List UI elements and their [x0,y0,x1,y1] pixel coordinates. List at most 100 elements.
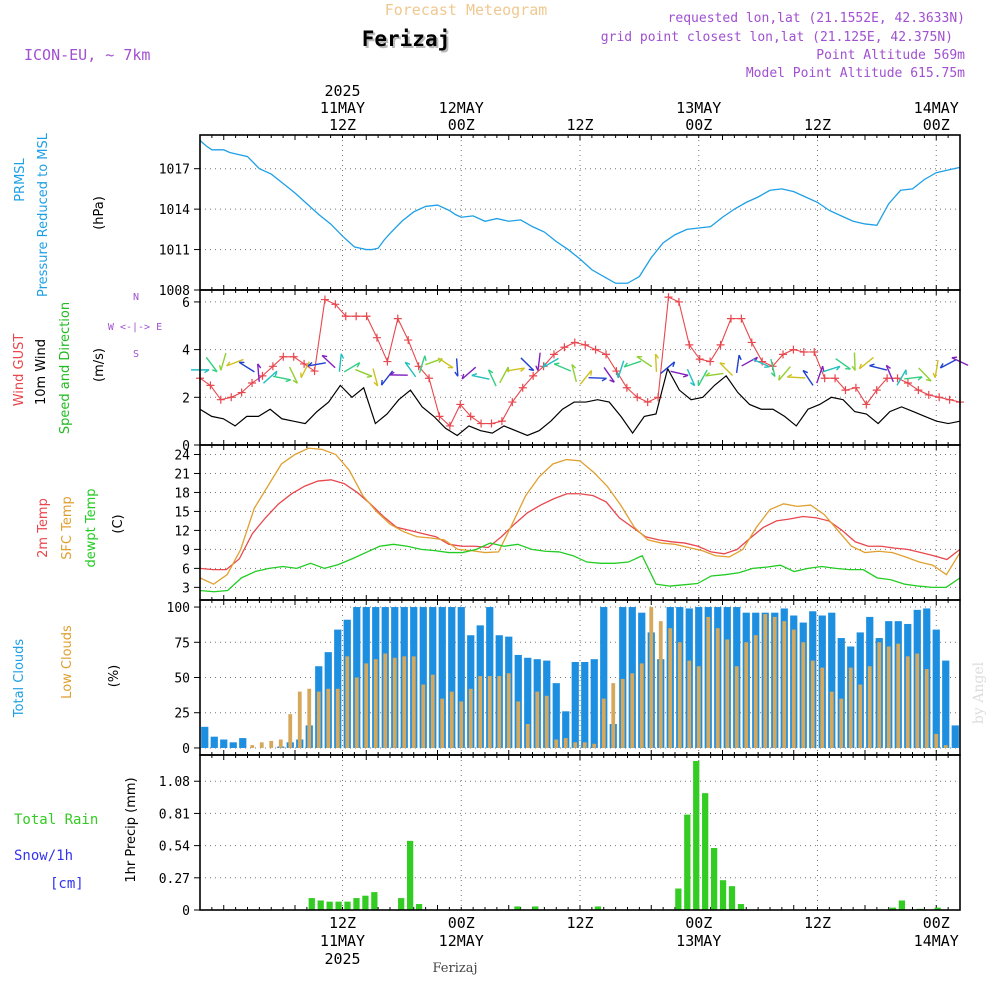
low-cloud-bar [820,667,825,748]
gust-marker [664,293,673,302]
top-time-label: 12Z [566,116,593,134]
total-cloud-bar [942,660,950,748]
panel-frame [199,134,961,291]
low-cloud-bar [487,676,492,748]
wind-direction-arrow [389,371,408,376]
low-cloud-bar [896,643,901,748]
low-cloud-bar [516,701,521,748]
low-cloud-bar [763,614,768,748]
compass-north: N [133,292,139,303]
prmsl-label: PRMSL [13,157,28,201]
gust-marker [456,400,465,409]
bottom-time-label: 13MAY [676,932,721,950]
wind-speed-line [199,367,961,437]
y-tick-label: 12 [174,524,190,539]
gust-marker [352,312,361,321]
wind-direction-arrow [256,363,262,382]
y-tick-label: 0 [182,904,190,919]
wind-direction-arrow [506,367,526,372]
y-tick-label: 9 [182,543,190,558]
low-cloud-bar [440,698,445,748]
low-cloud-bar [753,635,758,748]
wind-panel-labels: Wind GUST 10m Wind Speed and Direction (… [12,292,162,434]
gust-marker [799,348,808,356]
low-clouds-label: Low Clouds [60,625,75,699]
low-cloud-bar [943,745,948,748]
low-cloud-bar [677,642,682,748]
low-cloud-bar [307,688,312,748]
total-cloud-bar [600,607,608,748]
total-cloud-bar [524,657,532,748]
gust-marker [477,419,486,428]
bottom-time-label: 00Z [685,914,712,932]
low-cloud-bar [326,688,331,748]
gust-marker [903,379,912,387]
low-cloud-bar [316,691,321,748]
rain-bar [684,814,691,910]
wind-direction-arrow [307,361,326,367]
gust-marker [341,312,350,321]
low-cloud-bar [525,724,530,748]
gust-marker [549,350,558,359]
sfc-temp-label: SFC Temp [60,496,75,560]
temp-panel-labels: 2m Temp SFC Temp dewpt Temp (C) [36,488,126,567]
y-tick-label: 0.27 [159,872,190,887]
low-cloud-bar [649,607,654,748]
low-cloud-bar [544,695,549,748]
low-cloud-bar [592,743,597,748]
gust-marker [435,412,444,421]
top-time-label: 13MAY [676,99,721,117]
gust-marker [872,386,881,395]
total-cloud-bar [210,736,218,748]
y-tick-label: 15 [174,505,190,520]
watermark: by Angel [971,661,987,724]
low-cloud-bar [829,691,834,748]
bottom-time-label: 2025 [324,950,360,968]
gust-marker [914,386,923,395]
low-cloud-bar [535,691,540,748]
wind-direction-arrow [660,361,676,374]
gust-marker [268,362,277,371]
gust-marker [685,340,694,349]
gust-marker [831,374,840,383]
pressure-line [199,139,961,284]
gust-marker [560,343,569,352]
top-time-label: 12Z [804,116,831,134]
requested-coords: requested lon,lat (21.1552E, 42.3633N) [668,11,965,26]
y-tick-label: 2 [182,391,190,406]
wind-direction-arrow [918,367,932,382]
low-cloud-bar [886,646,891,748]
gust-marker [258,371,267,380]
wind-direction-arrow [670,370,689,378]
wind-direction-arrow [735,354,742,374]
wind-direction-arrow [858,356,874,370]
top-time-label: 11MAY [320,99,365,117]
rain-bar [344,901,351,910]
low-cloud-bar [734,666,739,748]
wind-direction-arrow [770,358,776,378]
low-cloud-bar [297,691,302,748]
model-altitude: Model Point Altitude 615.75m [746,66,965,81]
low-cloud-bar [915,653,920,748]
bottom-time-label: 12Z [566,914,593,932]
y-tick-label: 1011 [159,244,190,259]
rain-bar [406,840,414,910]
y-tick-label: 0.54 [159,840,190,855]
total-cloud-bar [562,711,570,748]
y-tick-label: 100 [167,601,190,616]
gust-marker [393,314,402,323]
total-cloud-bar [201,726,209,748]
gust-marker [289,352,298,361]
y-tick-label: 1017 [159,163,190,178]
top-time-label: 00Z [448,116,475,134]
low-cloud-bar [497,676,502,748]
low-cloud-bar [905,656,910,748]
wind-direction-arrow [454,358,459,377]
gust-marker [581,340,590,349]
rain-bar [710,848,718,910]
wind-direction-arrow [262,370,278,384]
gust-marker [674,297,683,306]
gust-marker [362,312,371,321]
total-cloud-bar [581,662,589,748]
